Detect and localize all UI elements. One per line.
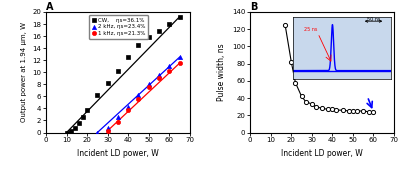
X-axis label: Incident LD power, W: Incident LD power, W bbox=[77, 149, 159, 158]
X-axis label: Incident LD power, W: Incident LD power, W bbox=[281, 149, 363, 158]
Y-axis label: Pulse width, ns: Pulse width, ns bbox=[217, 43, 226, 101]
Text: A: A bbox=[46, 2, 54, 12]
Legend: CW,    ηs=36.1%, 2 kHz, ηs=23.4%, 1 kHz, ηs=21.3%: CW, ηs=36.1%, 2 kHz, ηs=23.4%, 1 kHz, ηs… bbox=[89, 15, 148, 39]
Text: B: B bbox=[250, 2, 258, 12]
Y-axis label: Output power at 1.94 μm, W: Output power at 1.94 μm, W bbox=[20, 22, 26, 122]
